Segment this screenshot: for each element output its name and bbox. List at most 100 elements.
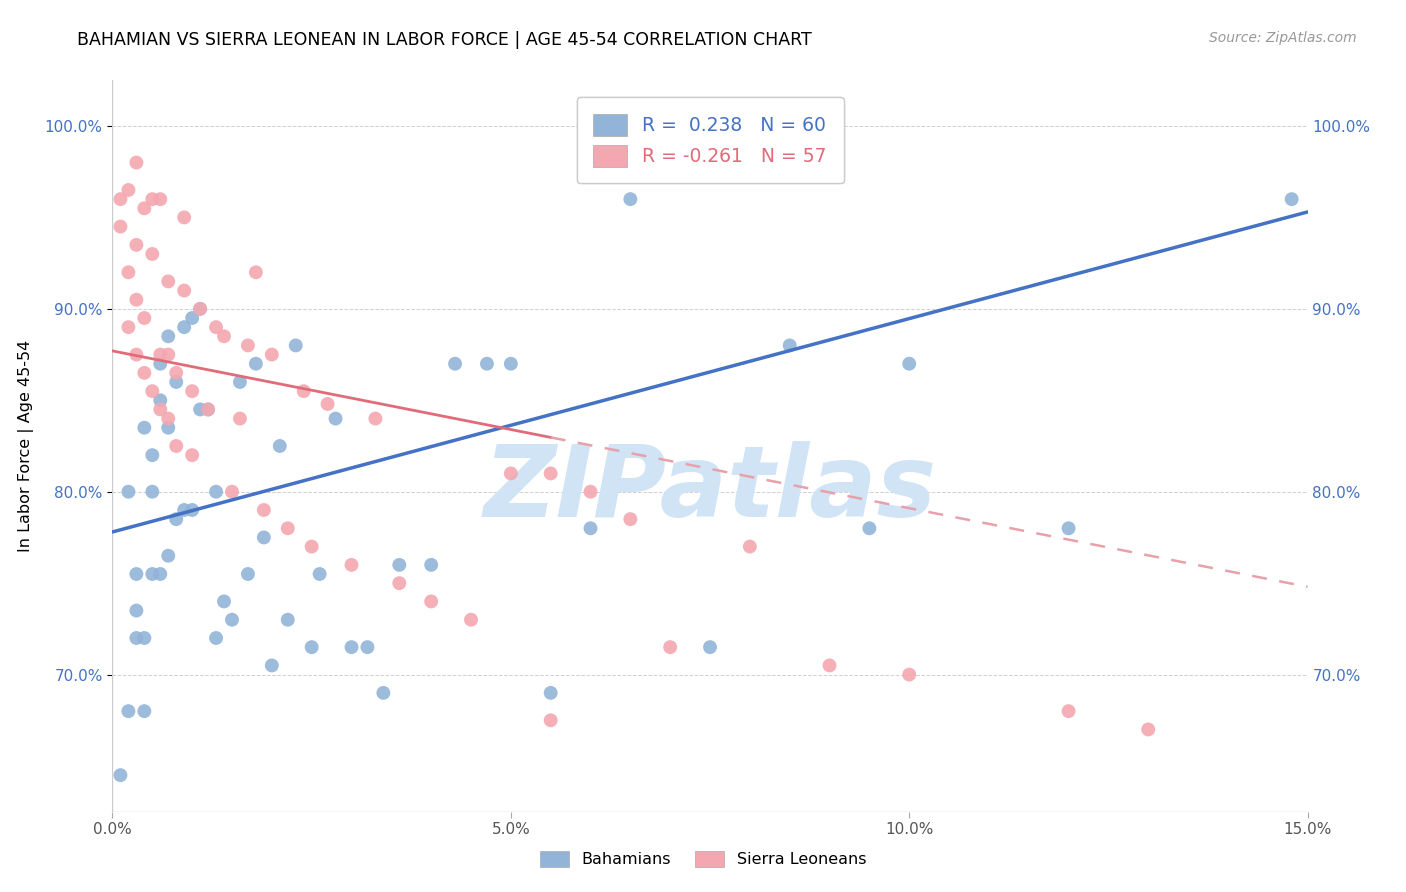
Point [245,265,267,279]
Point [125,237,148,252]
Point [1057,704,1080,718]
Point [205,631,228,645]
Point [157,347,180,362]
Point [181,310,204,325]
Point [779,338,801,352]
Point [157,329,180,343]
Point [141,384,163,399]
Point [134,201,156,215]
Point [340,640,363,655]
Point [277,613,299,627]
Point [619,192,641,206]
Point [818,658,841,673]
Point [699,640,721,655]
Text: ZIPatlas: ZIPatlas [484,442,936,539]
Point [301,640,323,655]
Point [197,402,219,417]
Point [134,704,156,718]
Legend: Bahamians, Sierra Leoneans: Bahamians, Sierra Leoneans [531,843,875,875]
Point [221,613,243,627]
Point [308,567,330,582]
Point [141,484,163,499]
Point [149,393,172,408]
Point [898,357,921,371]
Point [1057,521,1080,535]
Point [125,155,148,169]
Point [292,384,315,399]
Point [173,503,195,517]
Point [236,567,259,582]
Y-axis label: In Labor Force | Age 45-54: In Labor Force | Age 45-54 [18,340,34,552]
Point [738,540,761,554]
Point [221,484,243,499]
Point [149,567,172,582]
Point [149,357,172,371]
Point [125,631,148,645]
Point [157,549,180,563]
Point [499,357,522,371]
Point [253,530,276,544]
Point [340,558,363,572]
Point [125,293,148,307]
Point [229,411,252,425]
Point [540,686,562,700]
Point [659,640,682,655]
Point [284,338,307,352]
Point [212,329,235,343]
Point [125,347,148,362]
Point [165,439,187,453]
Point [325,411,347,425]
Point [157,411,180,425]
Point [117,704,139,718]
Point [149,402,172,417]
Point [205,484,228,499]
Point [373,686,395,700]
Point [110,219,132,234]
Point [117,265,139,279]
Point [141,247,163,261]
Point [134,631,156,645]
Point [188,301,211,316]
Point [110,768,132,782]
Point [181,448,204,462]
Point [157,274,180,288]
Point [579,484,602,499]
Point [188,402,211,417]
Point [540,714,562,728]
Legend: R =  0.238   N = 60, R = -0.261   N = 57: R = 0.238 N = 60, R = -0.261 N = 57 [576,97,844,184]
Point [301,540,323,554]
Point [260,658,283,673]
Point [173,211,195,225]
Point [149,347,172,362]
Point [277,521,299,535]
Point [212,594,235,608]
Point [157,420,180,434]
Point [205,320,228,334]
Point [229,375,252,389]
Point [316,397,339,411]
Point [165,366,187,380]
Text: Source: ZipAtlas.com: Source: ZipAtlas.com [1209,31,1357,45]
Point [460,613,482,627]
Point [188,301,211,316]
Point [125,604,148,618]
Point [236,338,259,352]
Point [173,284,195,298]
Point [165,512,187,526]
Point [356,640,378,655]
Point [141,448,163,462]
Point [269,439,291,453]
Point [1281,192,1303,206]
Point [181,384,204,399]
Point [141,192,163,206]
Point [388,558,411,572]
Point [444,357,467,371]
Point [499,467,522,481]
Point [364,411,387,425]
Point [149,192,172,206]
Point [260,347,283,362]
Point [388,576,411,591]
Point [1137,723,1160,737]
Point [420,594,443,608]
Point [134,420,156,434]
